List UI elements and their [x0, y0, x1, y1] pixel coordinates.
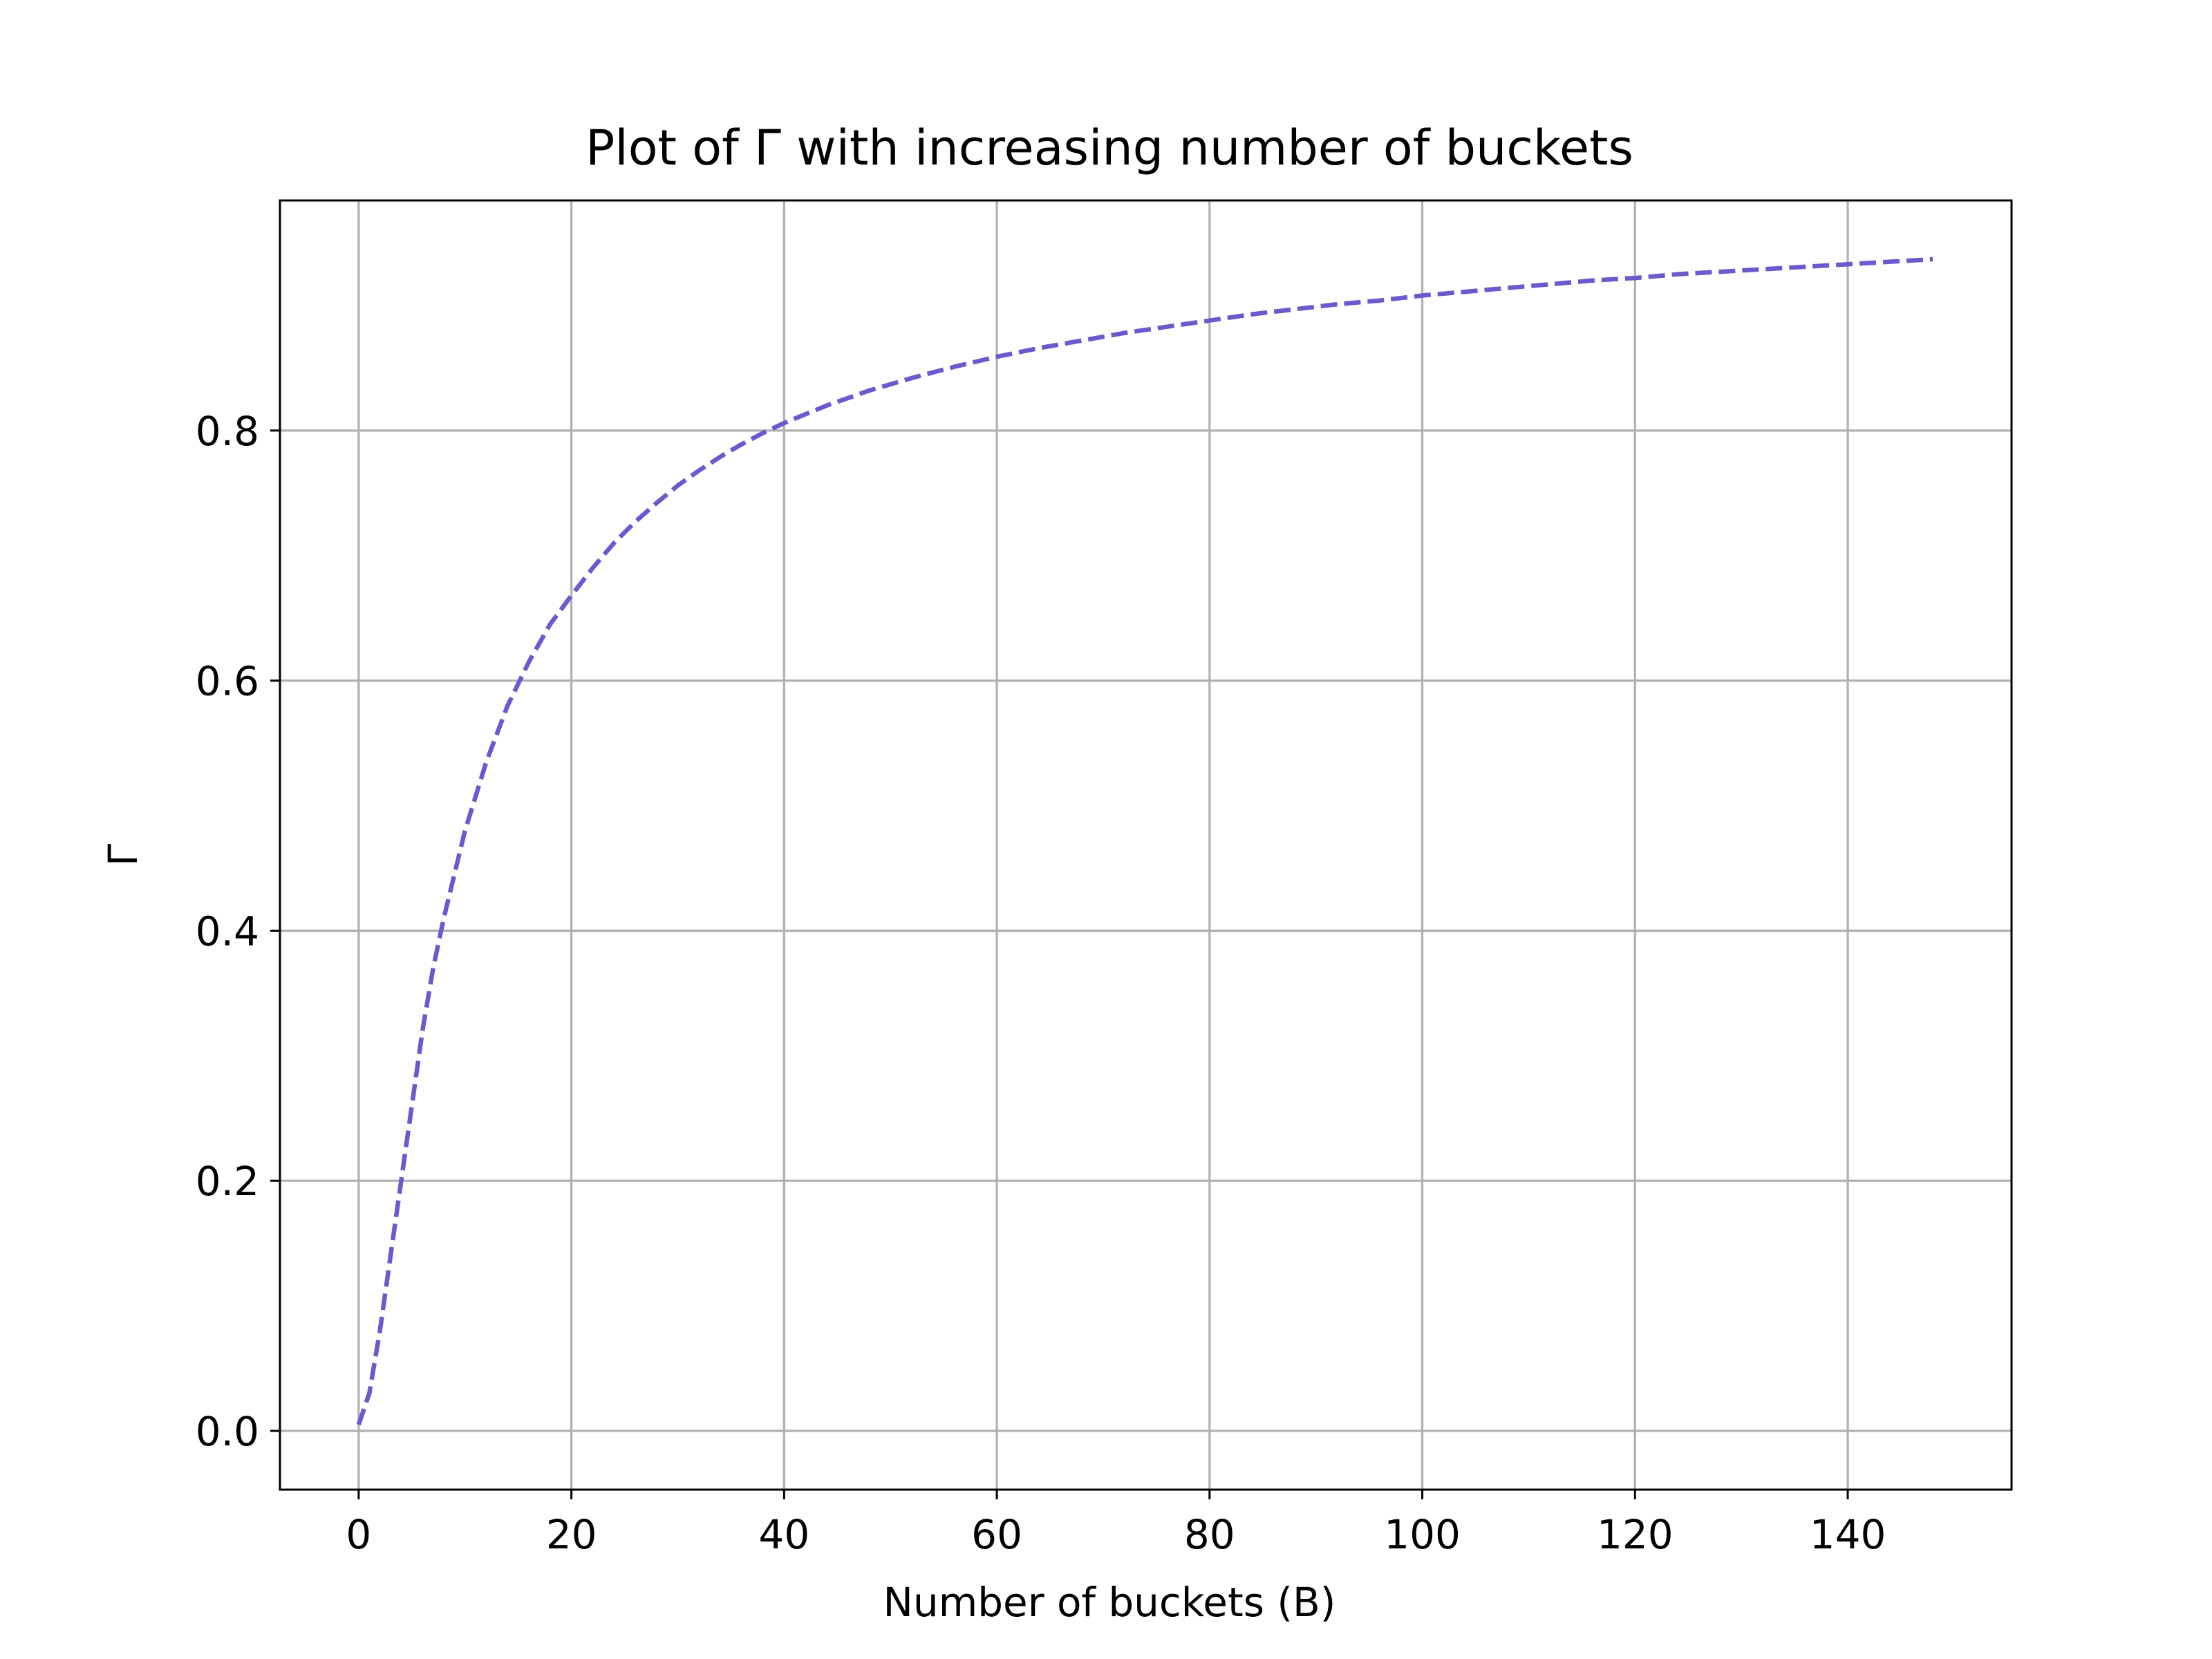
y-axis-ticks: 0.0 0.2 0.4 0.6 0.8: [196, 408, 280, 1455]
y-axis-title: Γ: [100, 844, 147, 866]
x-tick-label: 100: [1384, 1511, 1461, 1558]
y-tick-label: 0.6: [196, 658, 259, 705]
series-layer: [356, 256, 1933, 1425]
x-tick-label: 140: [1810, 1511, 1886, 1558]
y-tick-label: 0.2: [196, 1158, 259, 1205]
x-axis-ticks: 0 20 40 60 80 100 120 140: [346, 1490, 1886, 1558]
x-tick-label: 80: [1184, 1511, 1235, 1558]
chart-title: Plot of Γ with increasing number of buck…: [585, 120, 1633, 176]
x-tick-label: 0: [346, 1511, 371, 1558]
y-tick-label: 0.4: [196, 908, 259, 955]
series-line: [356, 256, 1933, 1425]
y-tick-label: 0.8: [196, 408, 259, 455]
x-tick-label: 20: [546, 1511, 597, 1558]
x-tick-label: 120: [1597, 1511, 1674, 1558]
y-tick-label: 0.0: [196, 1408, 259, 1455]
x-axis-title: Number of buckets (B): [883, 1579, 1336, 1626]
grid-layer: [280, 200, 2012, 1490]
x-tick-label: 60: [971, 1511, 1022, 1558]
x-tick-label: 40: [758, 1511, 809, 1558]
plot-frame: [279, 199, 2013, 1491]
